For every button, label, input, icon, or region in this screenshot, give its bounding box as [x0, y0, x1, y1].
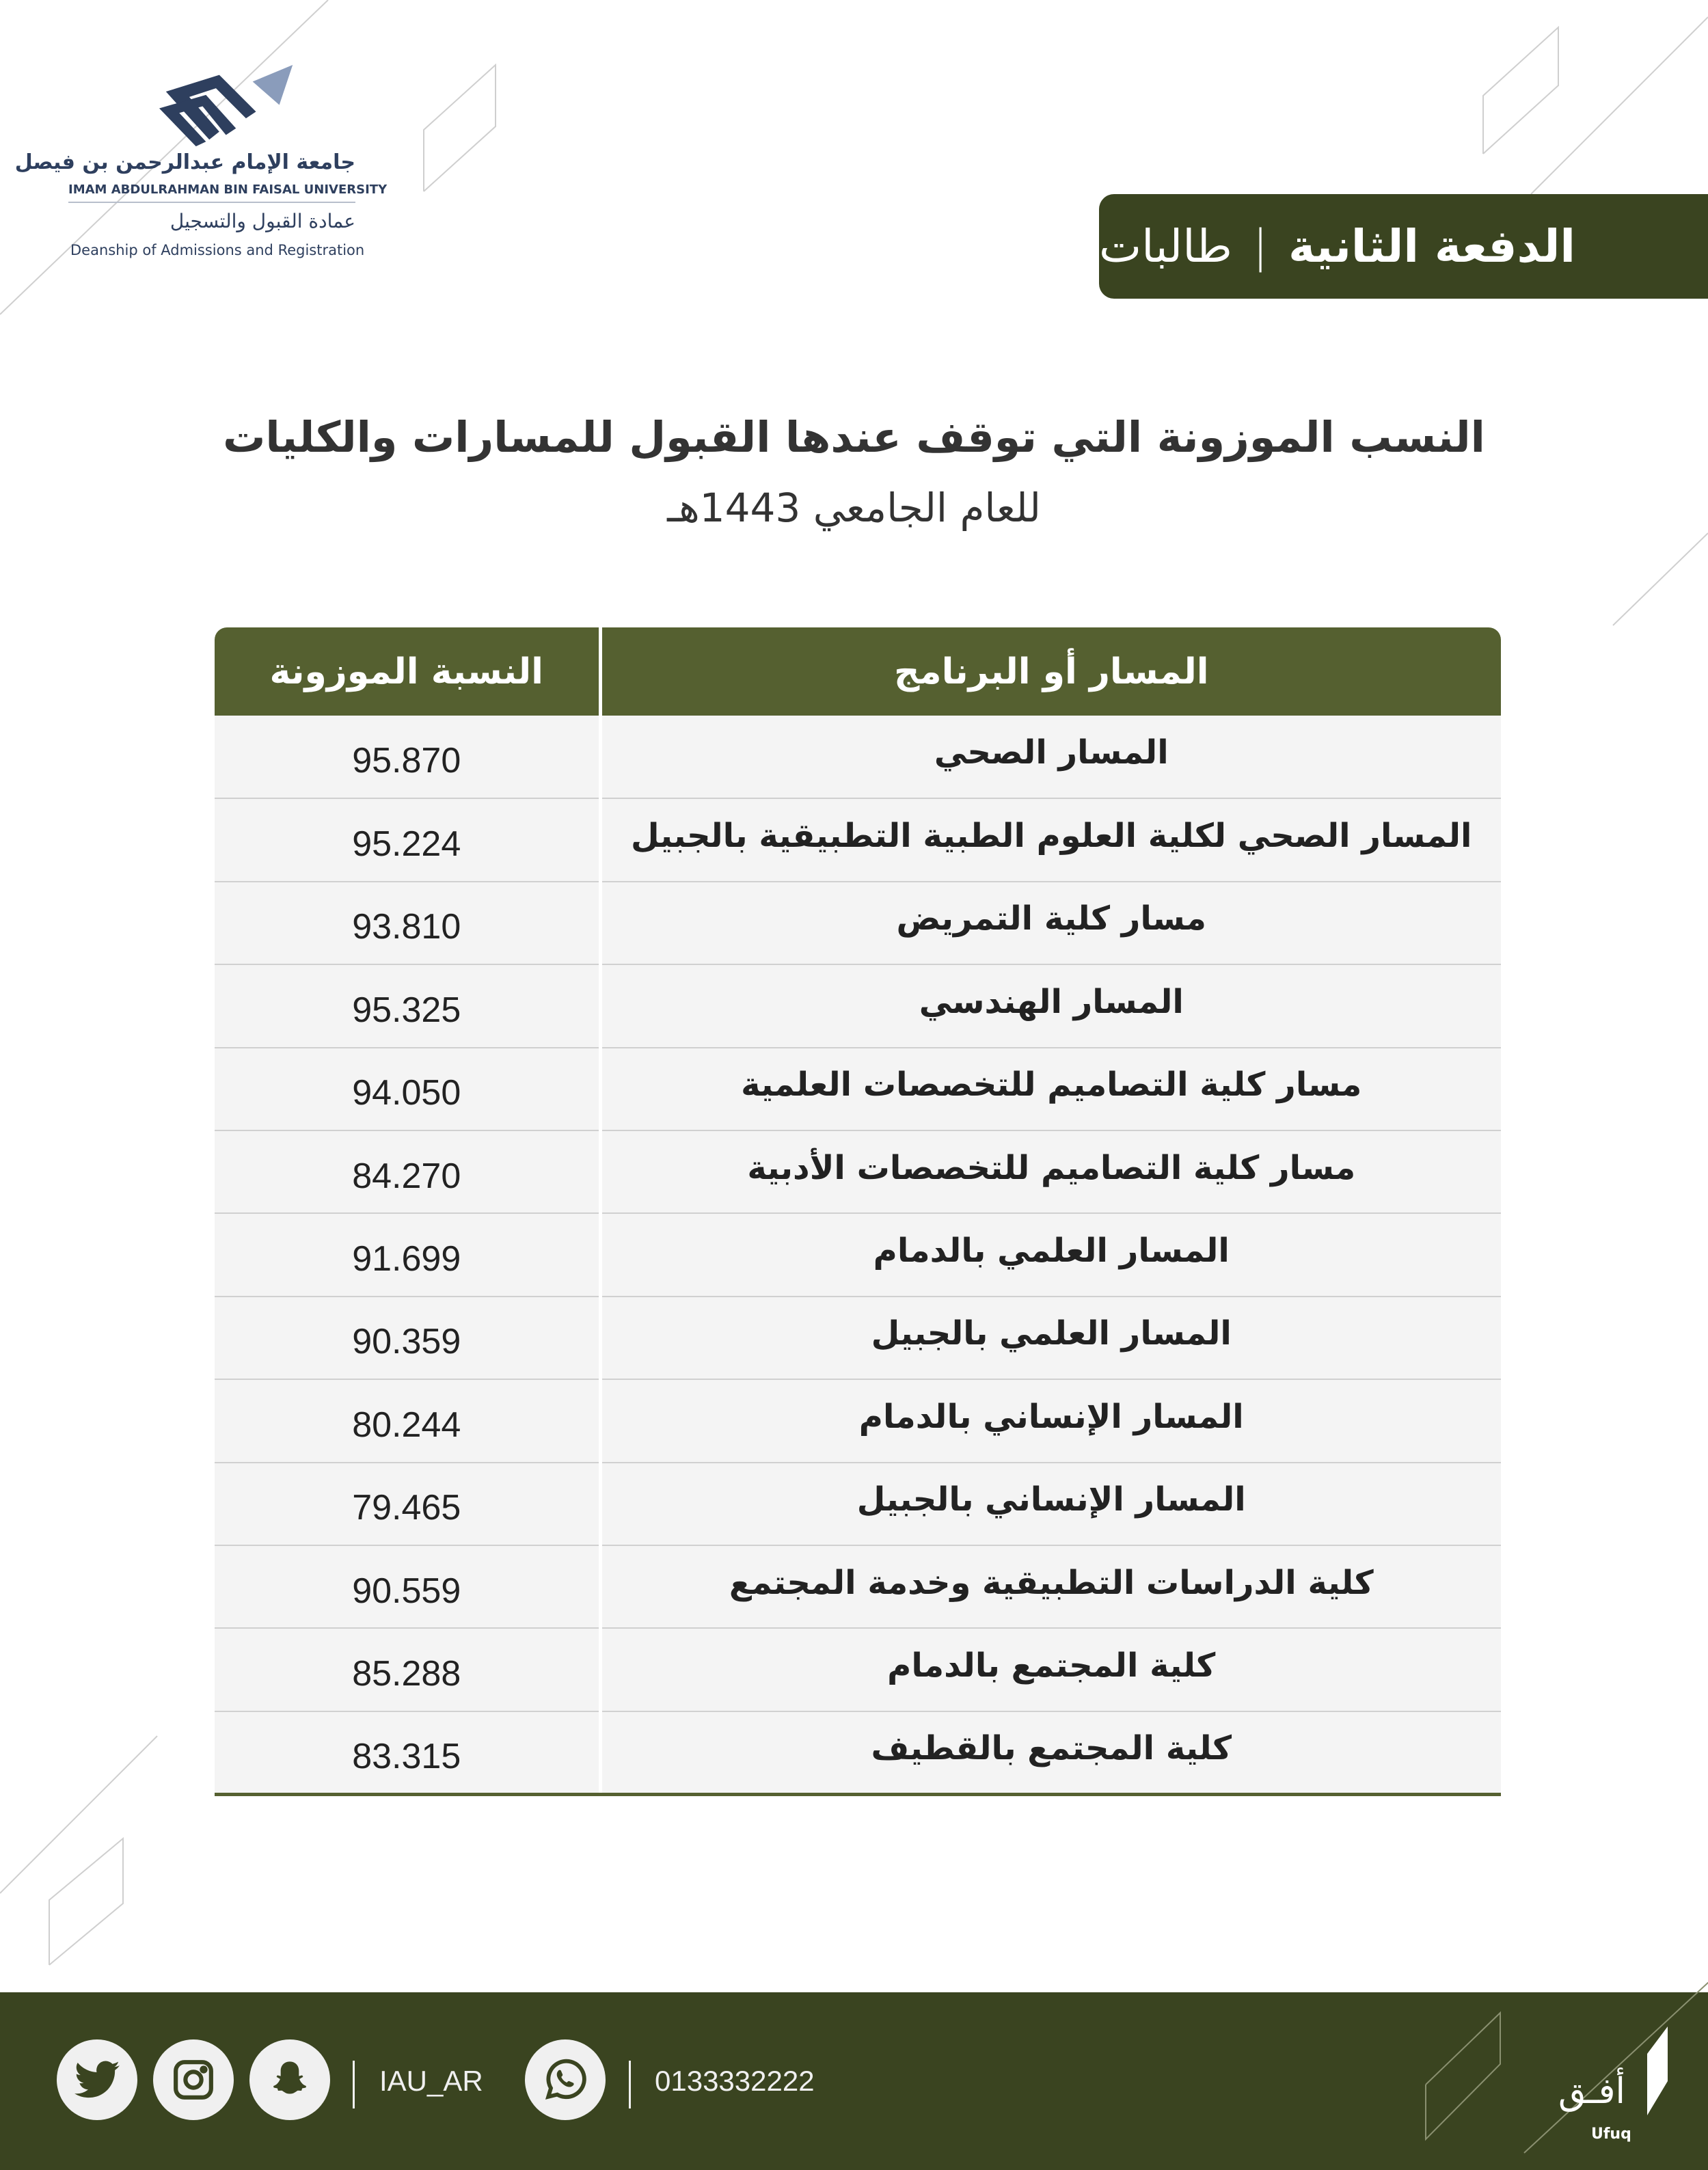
deanship-name-en: Deanship of Admissions and Registration: [70, 242, 365, 258]
scores-table: المسار أو البرنامج النسبة الموزونة المسا…: [215, 627, 1501, 1796]
banner-separator: |: [1252, 220, 1269, 273]
column-header-score: النسبة الموزونة: [215, 627, 600, 716]
table-row: مسار كلية التصاميم للتخصصات العلمية 94.05…: [215, 1047, 1501, 1131]
table-row: المسار العلمي بالجبيل 90.359: [215, 1296, 1501, 1381]
footer-divider: [353, 2061, 355, 2108]
program-name: مسار كلية التمريض: [598, 881, 1501, 966]
phone-number[interactable]: 0133332222: [655, 2065, 815, 2097]
table-row: المسار الهندسي 95.325: [215, 964, 1501, 1048]
whatsapp-icon[interactable]: [525, 2039, 606, 2120]
program-name: المسار الإنساني بالدمام: [598, 1379, 1501, 1463]
page-subtitle: للعام الجامعي 1443هـ: [667, 485, 1041, 531]
ufuq-mark-icon: [1647, 2026, 1668, 2115]
program-name: المسار الصحي لكلية العلوم الطبية التطبيق…: [598, 798, 1501, 882]
group-label: طالبات: [1099, 220, 1232, 273]
weighted-score: 90.559: [215, 1545, 600, 1629]
weighted-score: 79.465: [215, 1462, 600, 1546]
weighted-score: 80.244: [215, 1379, 600, 1463]
footer-divider: [629, 2061, 631, 2108]
weighted-score: 93.810: [215, 881, 600, 966]
program-name: مسار كلية التصاميم للتخصصات الأدبية: [598, 1130, 1501, 1215]
page-title: النسب الموزونة التي توقف عندها القبول لل…: [223, 412, 1485, 462]
university-name-ar: جامعة الإمام عبدالرحمن بن فيصل: [14, 150, 355, 174]
weighted-score: 83.315: [215, 1711, 600, 1796]
table-row: كلية الدراسات التطبيقية وخدمة المجتمع 90.…: [215, 1545, 1501, 1629]
program-name: المسار العلمي بالجبيل: [598, 1296, 1501, 1381]
program-name: المسار العلمي بالدمام: [598, 1213, 1501, 1297]
table-row: مسار كلية التمريض 93.810: [215, 881, 1501, 966]
brand-name-ar: أفـق: [1558, 2071, 1625, 2112]
table-row: كلية المجتمع بالدمام 85.288: [215, 1628, 1501, 1712]
weighted-score: 95.224: [215, 798, 600, 882]
brand-name-en: Ufuq: [1591, 2126, 1631, 2143]
batch-banner: الدفعة الثانية | طالبات: [1099, 194, 1708, 299]
program-name: المسار الهندسي: [598, 964, 1501, 1048]
weighted-score: 85.288: [215, 1628, 600, 1712]
weighted-score: 94.050: [215, 1047, 600, 1131]
table-row: المسار الإنساني بالدمام 80.244: [215, 1379, 1501, 1463]
program-name: كلية الدراسات التطبيقية وخدمة المجتمع: [598, 1545, 1501, 1629]
instagram-icon[interactable]: [153, 2039, 234, 2120]
program-name: مسار كلية التصاميم للتخصصات العلمية: [598, 1047, 1501, 1131]
table-row: المسار الصحي لكلية العلوم الطبية التطبيق…: [215, 798, 1501, 882]
weighted-score: 84.270: [215, 1130, 600, 1215]
snapchat-icon[interactable]: [249, 2039, 330, 2120]
table-row: كلية المجتمع بالقطيف 83.315: [215, 1711, 1501, 1796]
deanship-name-ar: عمادة القبول والتسجيل: [170, 210, 355, 232]
column-header-program: المسار أو البرنامج: [598, 627, 1501, 716]
batch-label: الدفعة الثانية: [1288, 220, 1576, 273]
social-handle[interactable]: IAU_AR: [379, 2065, 483, 2097]
table-header-row: المسار أو البرنامج النسبة الموزونة: [215, 627, 1501, 716]
footer: IAU_AR 0133332222 أفـق Ufuq: [0, 1982, 1708, 2170]
table-row: المسار العلمي بالدمام 91.699: [215, 1213, 1501, 1297]
weighted-score: 95.870: [215, 716, 600, 800]
table-row: مسار كلية التصاميم للتخصصات الأدبية 84.27…: [215, 1130, 1501, 1215]
university-name-en: IMAM ABDULRAHMAN BIN FAISAL UNIVERSITY: [68, 182, 387, 203]
table-row: المسار الصحي 95.870: [215, 716, 1501, 800]
program-name: المسار الصحي: [598, 716, 1501, 800]
twitter-icon[interactable]: [57, 2039, 137, 2120]
program-name: كلية المجتمع بالقطيف: [598, 1711, 1501, 1796]
program-name: كلية المجتمع بالدمام: [598, 1628, 1501, 1712]
table-row: المسار الإنساني بالجبيل 79.465: [215, 1462, 1501, 1546]
logo-mark-icon: [159, 65, 293, 147]
weighted-score: 90.359: [215, 1296, 600, 1381]
footer-decorative-lines: [1425, 1982, 1708, 2154]
weighted-score: 91.699: [215, 1213, 600, 1297]
weighted-score: 95.325: [215, 964, 600, 1048]
program-name: المسار الإنساني بالجبيل: [598, 1462, 1501, 1546]
